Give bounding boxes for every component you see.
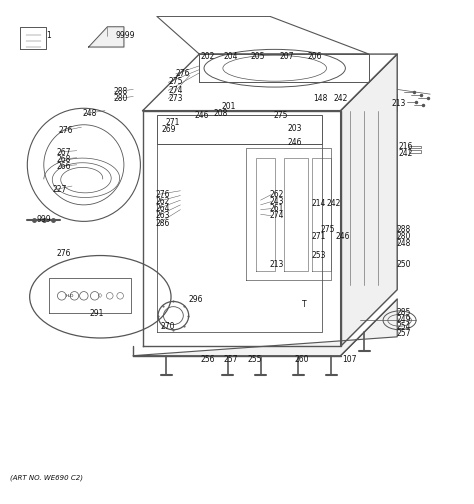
Text: 253: 253: [311, 251, 326, 260]
Text: 249: 249: [396, 315, 411, 324]
Text: 243: 243: [269, 197, 283, 206]
Text: 204: 204: [224, 52, 238, 61]
Text: 1: 1: [46, 31, 51, 40]
Bar: [409, 150, 421, 153]
Text: 262: 262: [155, 197, 170, 206]
Text: 208: 208: [213, 109, 228, 118]
Text: 205: 205: [251, 52, 265, 61]
Text: 269: 269: [162, 125, 176, 134]
Text: ◇: ◇: [98, 293, 102, 298]
Text: 202: 202: [201, 52, 215, 61]
Text: (ART NO. WE690 C2): (ART NO. WE690 C2): [10, 475, 83, 481]
Text: 262: 262: [269, 190, 283, 199]
Text: 213: 213: [392, 99, 406, 108]
Text: 203: 203: [288, 124, 302, 133]
Text: T: T: [302, 300, 307, 309]
Text: 266: 266: [56, 162, 71, 171]
Polygon shape: [89, 27, 124, 47]
Text: 201: 201: [222, 102, 237, 111]
Text: 256: 256: [200, 355, 215, 364]
Text: 248: 248: [396, 239, 410, 248]
Text: 207: 207: [279, 52, 294, 61]
Text: 296: 296: [189, 295, 203, 303]
Text: 242: 242: [327, 200, 341, 209]
Text: 276: 276: [176, 70, 190, 79]
Text: 254: 254: [396, 322, 411, 331]
Text: 257: 257: [224, 355, 238, 364]
Text: 291: 291: [90, 309, 104, 318]
Text: 273: 273: [168, 94, 182, 103]
Text: 246: 246: [335, 232, 349, 241]
Text: 276: 276: [56, 249, 71, 258]
Text: 248: 248: [82, 109, 97, 118]
Text: 260: 260: [295, 355, 309, 364]
Text: 213: 213: [269, 260, 283, 269]
Bar: [409, 146, 421, 148]
Text: 250: 250: [396, 260, 411, 269]
Text: 285: 285: [396, 308, 410, 317]
Text: 288: 288: [396, 225, 410, 234]
Text: H₂O: H₂O: [65, 294, 74, 298]
Text: 242: 242: [334, 94, 348, 103]
Text: 280: 280: [114, 94, 128, 103]
Text: 271: 271: [165, 118, 180, 127]
Text: 227: 227: [52, 185, 67, 195]
Text: 271: 271: [311, 232, 326, 241]
Text: 280: 280: [396, 232, 410, 241]
Text: 242: 242: [399, 150, 413, 158]
Text: 246: 246: [195, 111, 209, 120]
Text: 276: 276: [155, 190, 170, 199]
Text: 9999: 9999: [116, 31, 135, 40]
Text: 267: 267: [56, 148, 71, 157]
Text: 268: 268: [56, 155, 71, 164]
Text: 275: 275: [168, 78, 182, 86]
Text: 261: 261: [269, 204, 283, 213]
Text: 206: 206: [308, 52, 322, 61]
Text: 288: 288: [114, 87, 128, 96]
Text: 257: 257: [396, 329, 411, 338]
Text: 264: 264: [155, 204, 170, 213]
Text: 286: 286: [155, 219, 170, 228]
Text: 216: 216: [399, 143, 413, 151]
Text: 148: 148: [313, 94, 328, 103]
Text: 255: 255: [247, 355, 262, 364]
Text: 274: 274: [168, 86, 182, 95]
Text: 274: 274: [269, 211, 283, 220]
Text: 275: 275: [321, 225, 336, 234]
Text: 999: 999: [36, 215, 51, 223]
Polygon shape: [341, 54, 397, 346]
Text: 270: 270: [160, 322, 175, 331]
Text: 107: 107: [342, 355, 356, 364]
Text: 246: 246: [288, 138, 302, 147]
Text: 275: 275: [273, 111, 288, 120]
Text: 214: 214: [311, 200, 326, 209]
Text: 276: 276: [59, 126, 73, 135]
Polygon shape: [133, 299, 397, 356]
Text: 263: 263: [155, 211, 170, 220]
